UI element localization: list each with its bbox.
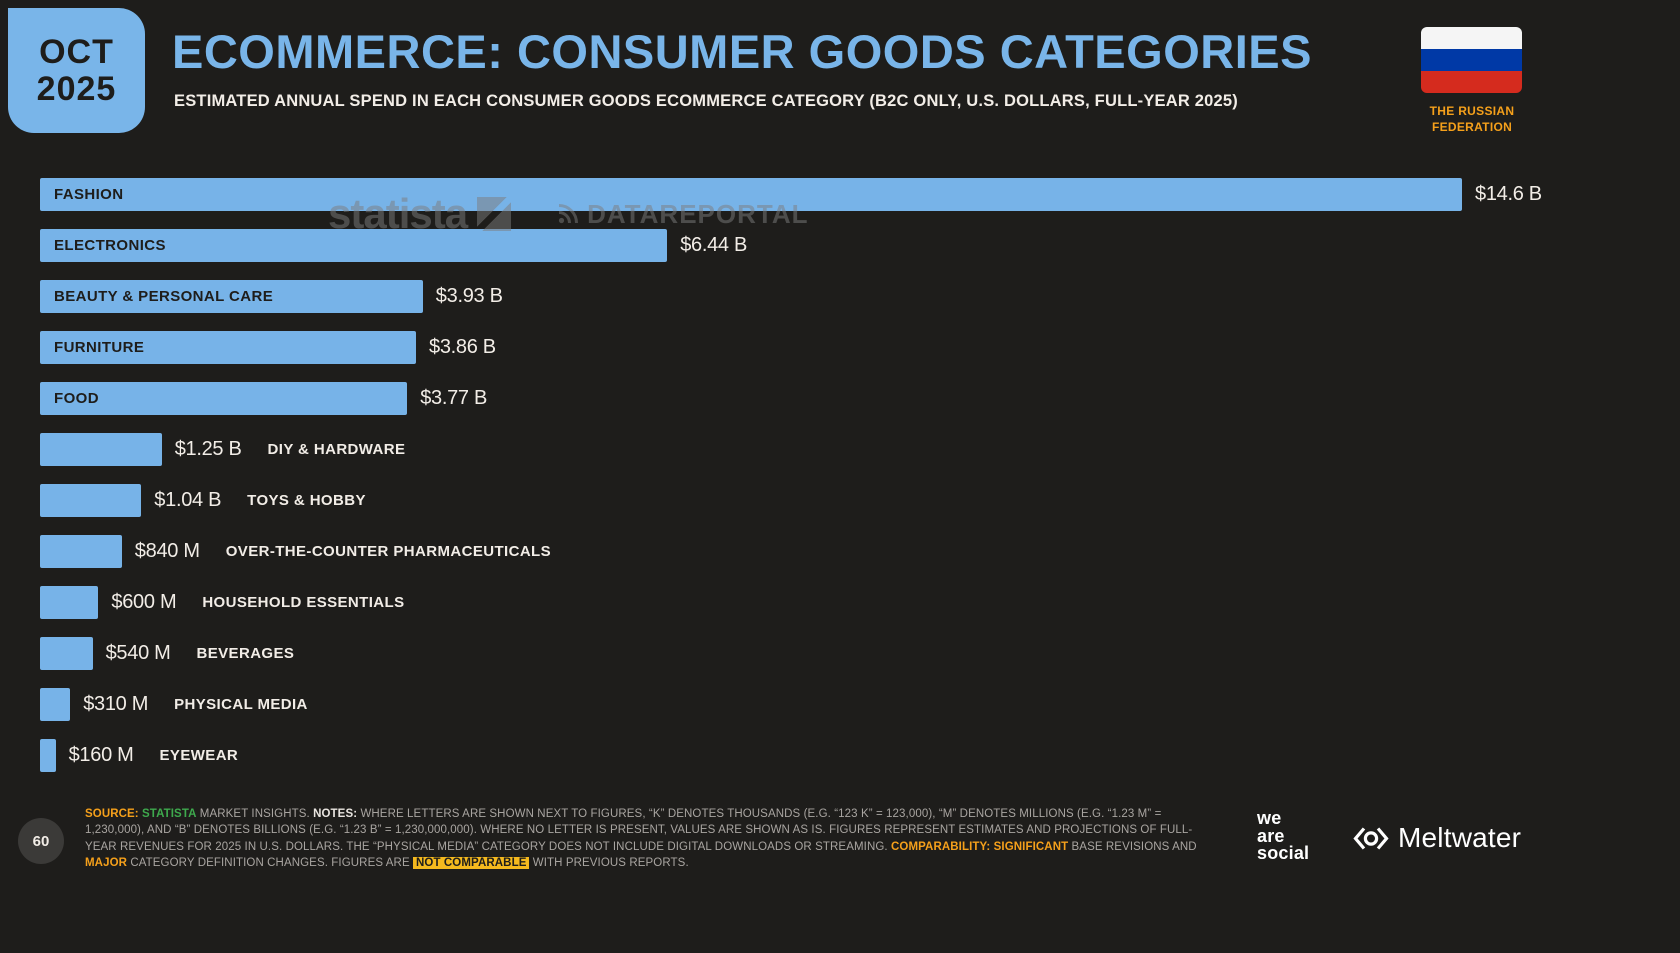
flag-stripe-red (1421, 71, 1522, 93)
bar-food: FOOD (40, 382, 408, 415)
category-label: FURNITURE (54, 339, 145, 356)
bar-row: $310 M PHYSICAL MEDIA (40, 688, 1660, 721)
bar-household-essentials (40, 586, 99, 619)
page-title: ECOMMERCE: CONSUMER GOODS CATEGORIES (172, 25, 1312, 78)
footer-segment: BASE REVISIONS AND (1068, 840, 1197, 853)
footer-segment: WITH PREVIOUS REPORTS. (529, 856, 689, 869)
bar-chart: FASHION $14.6 B ELECTRONICS $6.44 B BEAUTY &… (40, 178, 1660, 790)
bar-row: FASHION $14.6 B (40, 178, 1660, 211)
we-are-social-line: are (1257, 825, 1285, 846)
date-badge-month: OCT (39, 32, 114, 71)
bar-beverages (40, 637, 93, 670)
meltwater-logo: Meltwater (1352, 822, 1521, 854)
bar-diy-hardware (40, 433, 162, 466)
bar-physical-media (40, 688, 71, 721)
flag-stripe-blue (1421, 49, 1522, 71)
page-number-badge: 60 (18, 818, 64, 864)
footer-segment: WHERE LETTERS ARE SHOWN NEXT TO FIGURES,… (85, 808, 1193, 853)
category-label: ELECTRONICS (54, 237, 166, 254)
value-label: $3.93 B (435, 285, 503, 307)
value-label: $310 M (83, 693, 149, 715)
bar-row: $1.04 B TOYS & HOBBY (40, 484, 1660, 517)
bar-row: $840 M OVER-THE-COUNTER PHARMACEUTICALS (40, 535, 1660, 568)
footer-segment: SIGNIFICANT (993, 840, 1069, 853)
value-label: $6.44 B (680, 234, 748, 256)
bar-fashion: FASHION (40, 178, 1462, 211)
footer-notes: SOURCE: STATISTA MARKET INSIGHTS. NOTES:… (85, 806, 1213, 871)
category-label: PHYSICAL MEDIA (174, 696, 308, 713)
category-label: HOUSEHOLD ESSENTIALS (202, 594, 405, 611)
footer-segment: NOTES: (313, 808, 361, 820)
category-label: TOYS & HOBBY (247, 492, 366, 509)
flag-stripe-white (1421, 27, 1522, 49)
category-label: EYEWEAR (159, 747, 239, 764)
date-badge-year: 2025 (36, 69, 117, 108)
footer-segment: MAJOR (85, 856, 128, 869)
meltwater-icon (1353, 826, 1389, 850)
bar-beauty-personal-care: BEAUTY & PERSONAL CARE (40, 280, 423, 313)
value-label: $1.25 B (174, 438, 242, 460)
value-label: $840 M (134, 540, 200, 562)
we-are-social-line: social (1257, 843, 1310, 864)
value-label: $3.77 B (420, 387, 488, 409)
footer-segment: COMPARABILITY: (891, 840, 994, 853)
category-label: FOOD (54, 390, 99, 407)
footer-segment: MARKET INSIGHTS. (196, 808, 314, 820)
bar-row: $600 M HOUSEHOLD ESSENTIALS (40, 586, 1660, 619)
footer-segment: NOT COMPARABLE (413, 856, 530, 869)
bar-row: ELECTRONICS $6.44 B (40, 229, 1660, 262)
country-label: THE RUSSIAN FEDERATION (1429, 104, 1515, 134)
value-label: $160 M (68, 744, 134, 766)
value-label: $14.6 B (1475, 183, 1542, 205)
date-badge: OCT 2025 (8, 8, 145, 133)
value-label: $600 M (111, 591, 177, 613)
bar-row: $540 M BEVERAGES (40, 637, 1660, 670)
footer-segment: CATEGORY DEFINITION CHANGES. FIGURES ARE (127, 856, 414, 869)
bar-row: BEAUTY & PERSONAL CARE $3.93 B (40, 280, 1660, 313)
bar-row: $1.25 B DIY & HARDWARE (40, 433, 1660, 466)
category-label: BEAUTY & PERSONAL CARE (54, 288, 274, 305)
category-label: FASHION (54, 186, 124, 203)
bar-row: $160 M EYEWEAR (40, 739, 1660, 772)
russia-flag-icon (1421, 27, 1522, 93)
category-label: DIY & HARDWARE (267, 441, 406, 458)
bar-row: FURNITURE $3.86 B (40, 331, 1660, 364)
bar-eyewear (40, 739, 56, 772)
bar-electronics: ELECTRONICS (40, 229, 668, 262)
page-subtitle: ESTIMATED ANNUAL SPEND IN EACH CONSUMER … (174, 92, 1238, 110)
footer-segment: STATISTA (142, 808, 197, 820)
meltwater-wordmark: Meltwater (1398, 822, 1522, 853)
header: ECOMMERCE: CONSUMER GOODS CATEGORIES EST… (172, 24, 1392, 111)
value-label: $3.86 B (429, 336, 496, 358)
we-are-social-line: we (1257, 808, 1282, 828)
value-label: $1.04 B (154, 489, 222, 511)
bar-over-the-counter-pharmaceuticals (40, 535, 122, 568)
category-label: OVER-THE-COUNTER PHARMACEUTICALS (225, 543, 552, 560)
bar-row: FOOD $3.77 B (40, 382, 1660, 415)
we-are-social-logo: we are social (1257, 808, 1310, 864)
page-number: 60 (32, 832, 50, 850)
bar-furniture: FURNITURE (40, 331, 416, 364)
footer-segment: SOURCE: (85, 808, 143, 820)
category-label: BEVERAGES (196, 645, 295, 662)
value-label: $540 M (105, 642, 171, 664)
bar-toys-hobby (40, 484, 142, 517)
